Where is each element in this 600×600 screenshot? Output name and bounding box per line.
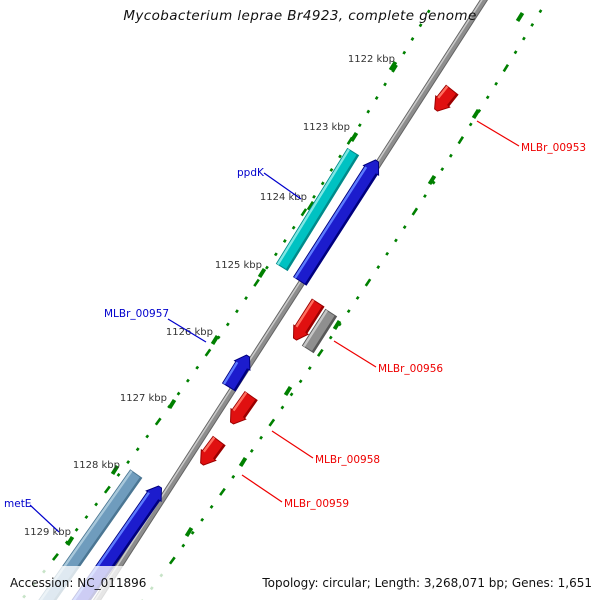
ruler-major-tick (167, 398, 177, 410)
gene-leader-line (241, 474, 283, 503)
gene-arrow-shadow (305, 305, 324, 334)
gene-leader-line (263, 172, 302, 200)
ruler-major-tick (184, 526, 194, 538)
ruler-tick-label: 1127 kbp (120, 393, 167, 404)
gene-arrow-red-2[interactable] (292, 298, 325, 341)
ruler-tick-label: 1125 kbp (215, 260, 262, 271)
gene-arrow-red-1[interactable] (434, 84, 459, 112)
ruler-tick-label: 1123 kbp (303, 122, 350, 133)
gene-arrow-highlight (222, 361, 239, 385)
gene-arrow-highlight (202, 436, 216, 453)
gene-arrow-highlight (232, 391, 248, 412)
ruler-major-tick (471, 108, 481, 120)
ruler-line (141, 0, 549, 600)
genome-backbone-body (94, 0, 487, 600)
gene-label[interactable]: MLBr_00956 (378, 363, 443, 375)
map-title: Mycobacterium leprae Br4923, complete ge… (123, 8, 477, 24)
ruler-major-tick (427, 174, 437, 186)
gene-arrow-highlight (294, 166, 368, 279)
gene-label[interactable]: MLBr_00953 (521, 142, 586, 154)
gene-label[interactable]: MLBr_00959 (284, 498, 349, 510)
gene-label[interactable]: MLBr_00957 (104, 308, 169, 320)
ruler-tick-label: 1122 kbp (348, 54, 395, 65)
ruler-major-tick (349, 131, 359, 143)
ruler-major-tick (283, 385, 293, 397)
ruler-major-tick (388, 60, 398, 72)
gene-label[interactable]: MLBr_00958 (315, 454, 380, 466)
gene-arrow-shadow (304, 173, 378, 286)
status-bar: Accession: NC_011896 Topology: circular;… (0, 566, 600, 600)
gene-arrow-shadow (447, 93, 458, 107)
gene-arrow-shadow (242, 399, 258, 419)
gene-arrow-blue-2[interactable] (221, 354, 251, 392)
gene-leader-line (333, 340, 377, 368)
gene-label[interactable]: metE (4, 498, 31, 510)
gene-leader-line (476, 120, 520, 147)
ruler-major-tick (110, 464, 120, 476)
gene-arrow-highlight (437, 85, 449, 99)
ruler-major-tick (257, 267, 267, 279)
ruler-tick-label: 1129 kbp (24, 527, 71, 538)
ruler-major-tick (332, 319, 342, 331)
gene-arrow-shadow (285, 154, 359, 271)
ruler-major-tick (515, 11, 525, 23)
gene-arrow-red-4[interactable] (200, 435, 226, 466)
gene-arrow-shadow (212, 444, 226, 460)
ruler-major-tick (306, 200, 316, 212)
ruler-major-tick (65, 535, 75, 547)
ruler-line (19, 0, 437, 600)
ruler-tick-label: 1124 kbp (260, 192, 307, 203)
gene-arrow-shadow (311, 315, 337, 353)
gene-arrow-highlight (295, 299, 315, 328)
gene-leader-line (167, 318, 207, 343)
gene-arrow-gray-1[interactable] (301, 308, 338, 354)
ruler-major-tick (238, 456, 248, 468)
gene-leader-line (271, 430, 314, 459)
gene-label[interactable]: ppdK (237, 167, 265, 179)
gene-arrow-blue-1[interactable] (293, 159, 380, 286)
gene-arrow-shadow (233, 368, 249, 391)
ruler-tick-label: 1128 kbp (73, 460, 120, 471)
gene-leader-line (29, 504, 60, 533)
status-summary: Topology: circular; Length: 3,268,071 bp… (262, 576, 592, 590)
ruler-major-tick (210, 334, 220, 346)
status-accession: Accession: NC_011896 (10, 576, 147, 590)
gene-arrow-highlight (276, 148, 350, 266)
gene-arrow-highlight (302, 309, 328, 348)
